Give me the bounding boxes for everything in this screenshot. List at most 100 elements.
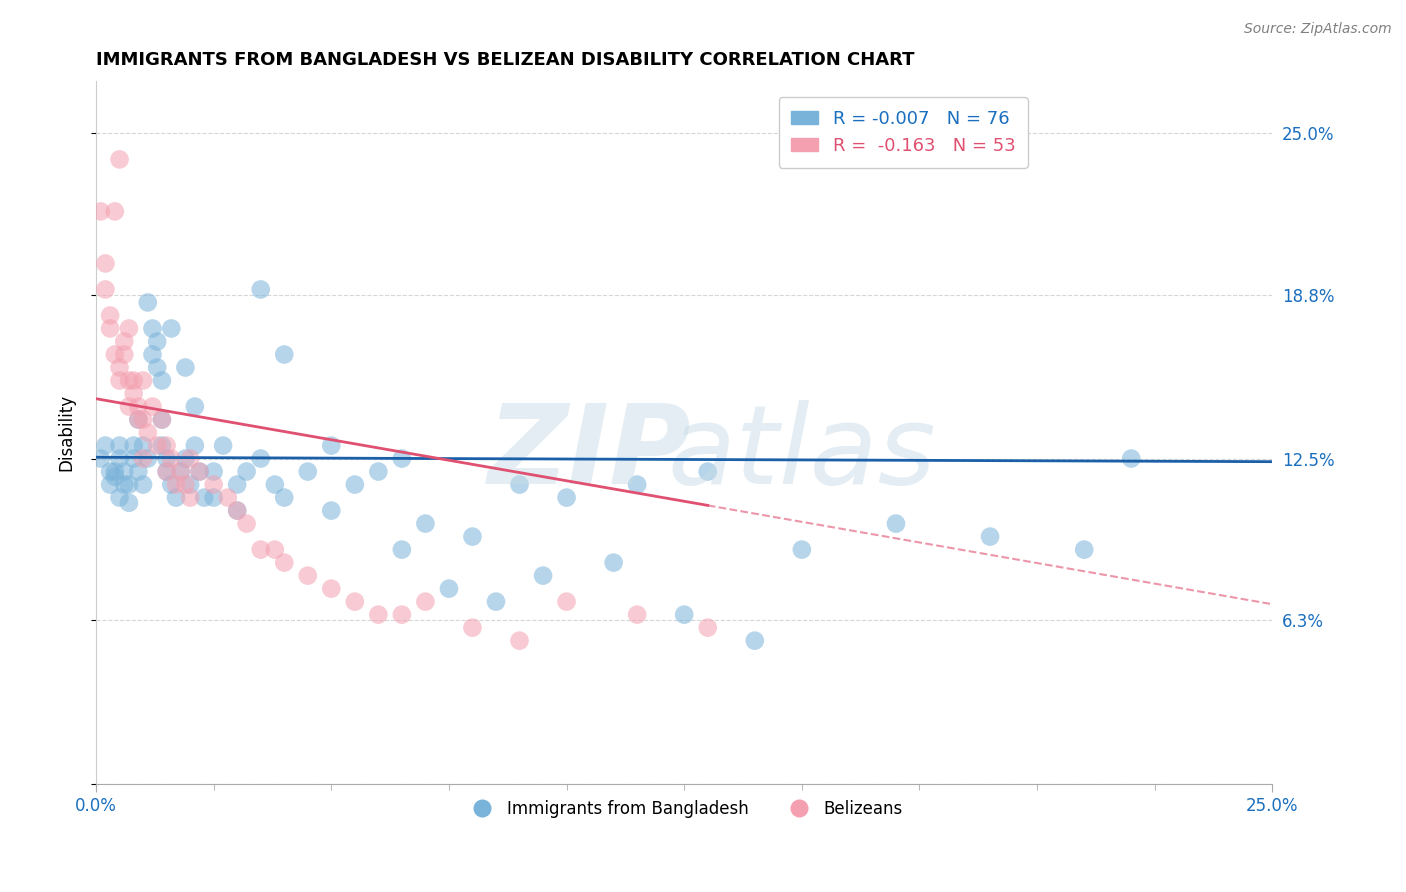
Point [141,347,163,361]
Point [104,469,127,483]
Point [108,374,131,388]
Legend: Immigrants from Bangladesh, Belizeans: Immigrants from Bangladesh, Belizeans [458,793,910,824]
Point [273,347,295,361]
Point [122,374,145,388]
Point [118,477,141,491]
Point [112,347,135,361]
Point [626,477,648,491]
Point [249,542,271,557]
Point [202,477,225,491]
Text: ZIP: ZIP [488,401,692,508]
Point [98,309,121,323]
Point [343,594,366,608]
Point [509,477,531,491]
Point [170,465,193,479]
Point [108,438,131,452]
Point [146,334,169,349]
Point [367,607,389,622]
Point [90,451,112,466]
Point [263,477,285,491]
Point [437,582,460,596]
Point [343,477,366,491]
Point [132,438,155,452]
Point [321,503,343,517]
Point [108,491,131,505]
Point [790,542,813,557]
Text: IMMIGRANTS FROM BANGLADESH VS BELIZEAN DISABILITY CORRELATION CHART: IMMIGRANTS FROM BANGLADESH VS BELIZEAN D… [96,51,914,69]
Point [555,491,578,505]
Point [321,582,343,596]
Point [160,477,183,491]
Point [509,633,531,648]
Point [249,451,271,466]
Point [367,465,389,479]
Point [415,594,437,608]
Point [150,412,173,426]
Point [235,516,257,531]
Point [179,451,201,466]
Point [461,530,484,544]
Point [160,451,183,466]
Point [136,451,159,466]
Point [136,295,159,310]
Point [179,491,201,505]
Point [415,516,437,531]
Point [165,477,187,491]
Point [226,503,249,517]
Point [150,412,173,426]
Point [127,465,149,479]
Point [461,621,484,635]
Point [884,516,907,531]
Point [184,438,207,452]
Point [188,465,211,479]
Point [321,438,343,452]
Point [141,400,163,414]
Point [127,412,149,426]
Point [212,438,235,452]
Point [273,556,295,570]
Point [263,542,285,557]
Point [141,321,163,335]
Point [979,530,1001,544]
Point [127,412,149,426]
Point [696,465,718,479]
Point [531,568,554,582]
Point [174,360,197,375]
Point [202,465,225,479]
Point [98,465,121,479]
Point [391,451,413,466]
Point [132,374,155,388]
Point [165,491,187,505]
Point [1073,542,1095,557]
Point [118,374,141,388]
Point [122,438,145,452]
Point [249,283,271,297]
Point [174,451,197,466]
Point [104,347,127,361]
Point [202,491,225,505]
Point [297,465,319,479]
Point [391,607,413,622]
Point [155,438,177,452]
Point [188,465,211,479]
Point [193,491,215,505]
Point [98,321,121,335]
Point [112,334,135,349]
Point [155,465,177,479]
Point [226,477,249,491]
Point [150,438,173,452]
Point [179,477,201,491]
Point [485,594,508,608]
Point [155,451,177,466]
Point [104,204,127,219]
Point [217,491,239,505]
Point [118,496,141,510]
Point [112,465,135,479]
Point [696,621,718,635]
Point [108,153,131,167]
Text: Source: ZipAtlas.com: Source: ZipAtlas.com [1244,22,1392,37]
Point [150,374,173,388]
Point [555,594,578,608]
Text: atlas: atlas [668,401,936,508]
Point [94,438,117,452]
